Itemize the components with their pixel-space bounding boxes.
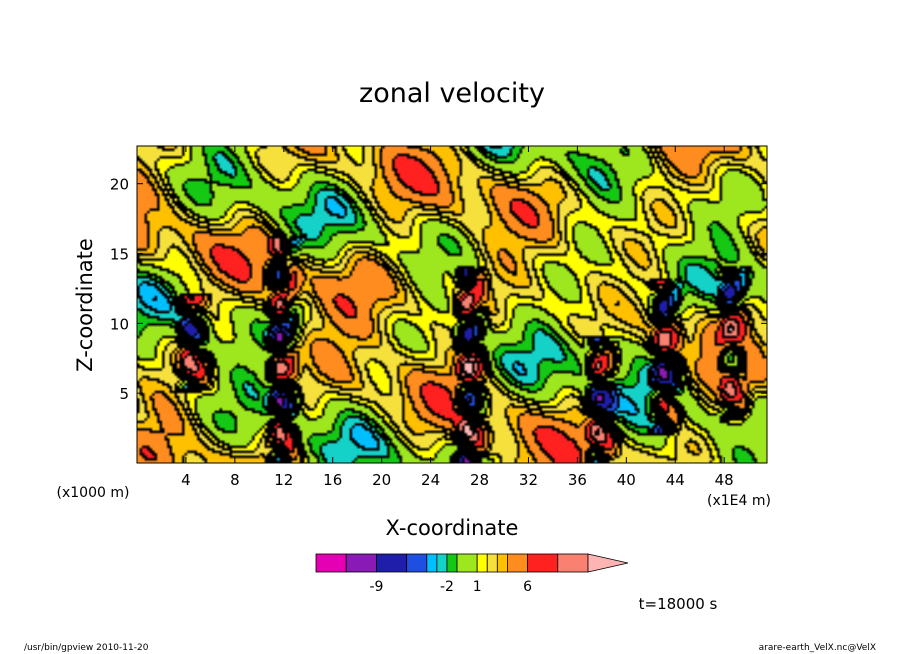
x-axis: 4 8 12 16 20 24 28 32 36 40 44 48: [181, 146, 734, 489]
colorbar-segment: [476, 553, 488, 573]
colorbar-label: -2: [440, 579, 454, 595]
x-axis-label: X-coordinate: [386, 516, 519, 540]
colorbar-labels: -9 -2 1 6: [369, 579, 532, 595]
colorbar-label: 1: [473, 579, 482, 595]
colorbar-segment: [446, 553, 458, 573]
colorbar-segment: [436, 553, 448, 573]
x-tick-label: 8: [230, 471, 240, 489]
colorbar-segment: [345, 553, 377, 573]
velocity-field: [137, 146, 767, 463]
x-unit-right: (x1E4 m): [707, 493, 771, 509]
x-tick-label: 32: [519, 471, 538, 489]
footer-left: /usr/bin/gpview 2010-11-20: [24, 643, 149, 653]
y-axis-label: Z-coordinate: [73, 238, 97, 372]
colorbar: [315, 553, 629, 573]
x-tick-label: 36: [568, 471, 587, 489]
colorbar-segment: [507, 553, 528, 573]
colorbar-segment: [406, 553, 428, 573]
x-unit-left: (x1000 m): [57, 485, 130, 501]
x-tick-label: 12: [274, 471, 293, 489]
x-tick-label: 44: [666, 471, 685, 489]
y-tick-label: 10: [110, 315, 129, 333]
x-tick-label: 48: [715, 471, 734, 489]
colorbar-label: 6: [523, 579, 532, 595]
x-tick-label: 40: [617, 471, 636, 489]
y-tick-label: 5: [119, 385, 129, 403]
colorbar-segment: [496, 553, 508, 573]
x-tick-label: 16: [323, 471, 342, 489]
y-tick-label: 15: [110, 246, 129, 264]
x-tick-label: 28: [470, 471, 489, 489]
colorbar-segment: [426, 553, 438, 573]
colorbar-segment: [486, 553, 498, 573]
x-tick-label: 24: [421, 471, 440, 489]
colorbar-segment: [456, 553, 478, 573]
x-tick-label: 4: [181, 471, 191, 489]
colorbar-segment: [527, 553, 559, 573]
colorbar-label: -9: [369, 579, 383, 595]
chart-title: zonal velocity: [359, 78, 545, 109]
colorbar-segment: [557, 553, 589, 573]
colorbar-segment: [315, 553, 347, 573]
plot-frame: [136, 145, 768, 464]
y-axis: 5 10 15 20: [110, 176, 767, 403]
time-annotation: t=18000 s: [639, 595, 718, 613]
x-tick-label: 20: [372, 471, 391, 489]
footer-right: arare-earth_VelX.nc@VelX: [759, 643, 876, 653]
plot-area: [136, 145, 768, 464]
y-tick-label: 20: [110, 176, 129, 194]
colorbar-extension-arrow: [587, 553, 629, 573]
colorbar-segment: [376, 553, 408, 573]
